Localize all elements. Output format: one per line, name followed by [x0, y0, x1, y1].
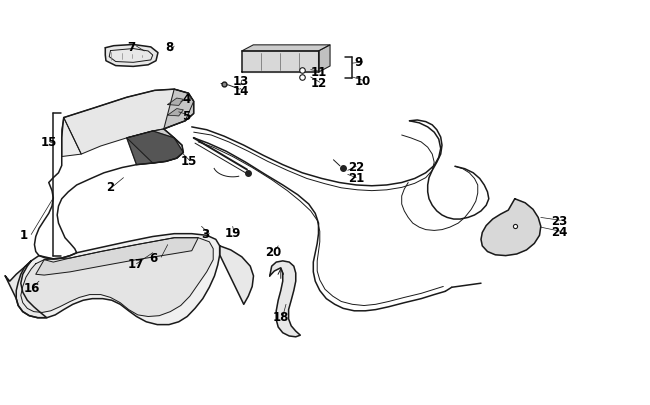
Text: 11: 11	[311, 66, 327, 79]
Text: 1: 1	[20, 228, 27, 241]
Text: 8: 8	[166, 40, 174, 53]
Text: 5: 5	[182, 110, 190, 123]
Text: 15: 15	[41, 136, 57, 149]
Text: 10: 10	[354, 75, 370, 87]
Polygon shape	[62, 118, 81, 157]
Text: 3: 3	[202, 228, 209, 241]
Polygon shape	[168, 109, 183, 117]
Text: 12: 12	[311, 77, 327, 90]
Polygon shape	[105, 45, 158, 67]
Text: 21: 21	[348, 172, 364, 185]
Text: 20: 20	[265, 245, 281, 258]
Text: 4: 4	[182, 92, 190, 105]
Text: 9: 9	[354, 56, 363, 69]
Text: 22: 22	[348, 160, 364, 173]
Text: 2: 2	[106, 181, 114, 194]
Polygon shape	[127, 132, 183, 165]
Polygon shape	[220, 246, 254, 305]
Polygon shape	[127, 90, 194, 164]
Polygon shape	[242, 52, 318, 73]
Text: 23: 23	[551, 214, 567, 227]
Polygon shape	[21, 238, 213, 317]
Polygon shape	[168, 99, 183, 106]
Text: 17: 17	[127, 258, 144, 271]
Text: 14: 14	[233, 85, 249, 98]
Polygon shape	[270, 261, 300, 337]
Text: 15: 15	[181, 155, 197, 168]
Text: 7: 7	[127, 40, 135, 53]
Polygon shape	[64, 90, 194, 155]
Text: 24: 24	[551, 225, 567, 238]
Polygon shape	[481, 199, 541, 256]
Polygon shape	[5, 261, 47, 318]
Text: 13: 13	[233, 75, 249, 87]
Text: 18: 18	[273, 310, 289, 323]
Text: 6: 6	[150, 251, 158, 264]
Polygon shape	[242, 46, 330, 52]
Text: 19: 19	[225, 226, 241, 239]
Text: 16: 16	[24, 281, 40, 294]
Polygon shape	[16, 234, 220, 325]
Polygon shape	[318, 46, 330, 73]
Polygon shape	[36, 238, 198, 275]
